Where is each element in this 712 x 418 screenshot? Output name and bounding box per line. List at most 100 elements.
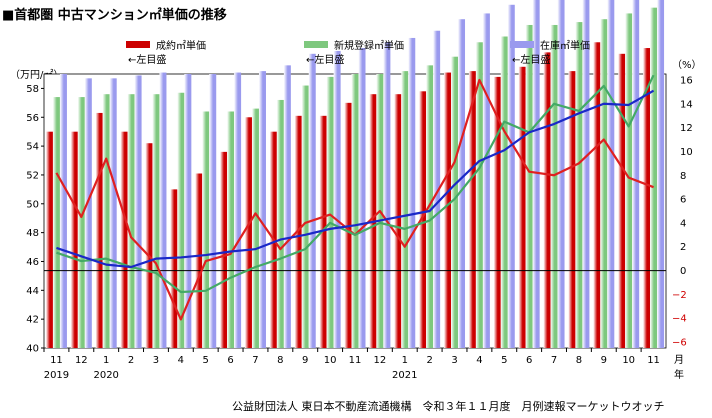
bar-2-20 <box>557 0 565 348</box>
year-label: 2019 <box>44 370 69 381</box>
right-tick-label: −2 <box>672 290 687 301</box>
x-tick-label: 3 <box>451 355 457 366</box>
right-tick-label: 8 <box>680 171 686 182</box>
bar-2-13 <box>383 42 391 349</box>
bar-0-2 <box>95 112 103 348</box>
bar-1-11 <box>326 76 334 348</box>
bar-2-15 <box>433 30 441 348</box>
right-tick-label: 10 <box>680 147 693 158</box>
bar-1-20 <box>550 24 558 349</box>
bar-1-19 <box>525 24 533 349</box>
bar-0-15 <box>419 91 427 348</box>
bar-2-22 <box>607 0 615 348</box>
x-tick-label: 4 <box>476 355 482 366</box>
bar-0-6 <box>195 173 203 348</box>
bar-2-17 <box>482 13 490 348</box>
source-note: 公益財団法人 東日本不動産流通機構 令和３年１１月度 月例速報マーケットウオッチ <box>232 400 665 413</box>
legend-swatch-1 <box>304 41 328 48</box>
bar-2-1 <box>84 78 92 348</box>
x-tick-label: 9 <box>601 355 607 366</box>
year-suffix: 年 <box>674 368 684 381</box>
x-tick-label: 6 <box>526 355 532 366</box>
left-tick-label: 54 <box>26 142 39 153</box>
x-tick-label: 2 <box>426 355 432 366</box>
bar-2-9 <box>283 65 291 349</box>
right-tick-label: −6 <box>672 338 687 349</box>
bar-0-14 <box>394 94 402 348</box>
left-tick-label: 46 <box>26 257 39 268</box>
line-series-2 <box>56 89 655 269</box>
bar-1-24 <box>650 7 658 349</box>
x-tick-label: 10 <box>622 355 635 366</box>
x-tick-label: 9 <box>302 355 308 366</box>
left-tick-label: 50 <box>26 199 39 210</box>
left-tick-label: 58 <box>26 84 39 95</box>
right-tick-label: 4 <box>680 218 686 229</box>
right-tick-label: 14 <box>680 99 693 110</box>
bar-2-11 <box>333 50 341 348</box>
bar-2-8 <box>258 71 266 349</box>
bar-0-4 <box>145 143 153 348</box>
legend-swatch-0 <box>126 41 150 48</box>
bar-2-18 <box>507 4 515 348</box>
bar-2-6 <box>209 74 217 348</box>
bar-1-4 <box>152 94 160 348</box>
legend-sub-1: ←左目盛 <box>306 53 344 66</box>
bar-2-7 <box>234 72 242 348</box>
x-tick-label: 8 <box>277 355 283 366</box>
x-tick-label: 12 <box>75 355 88 366</box>
bar-1-17 <box>475 42 483 349</box>
right-tick-label: 6 <box>680 195 686 206</box>
bar-1-12 <box>351 74 359 348</box>
right-tick-label: −4 <box>672 314 687 325</box>
x-tick-label: 6 <box>227 355 233 366</box>
bar-0-21 <box>568 71 576 349</box>
bar-1-10 <box>301 85 309 349</box>
legend-sub-0: ←左目盛 <box>128 53 166 66</box>
bar-1-1 <box>77 97 85 348</box>
legend-sub-2: ←左目盛 <box>512 53 550 66</box>
year-label: 2021 <box>392 370 417 381</box>
bar-1-0 <box>52 97 60 348</box>
x-tick-label: 4 <box>178 355 184 366</box>
bar-1-14 <box>401 71 409 349</box>
bar-0-17 <box>468 71 476 349</box>
bar-0-18 <box>493 76 501 348</box>
bar-2-3 <box>134 75 142 348</box>
x-tick-label: 12 <box>374 355 387 366</box>
bar-0-16 <box>444 72 452 348</box>
year-label: 2020 <box>93 370 118 381</box>
bar-1-5 <box>177 92 185 348</box>
month-suffix: 月 <box>674 354 684 366</box>
bar-2-16 <box>458 19 466 348</box>
bar-2-19 <box>532 0 540 349</box>
x-tick-label: 2 <box>128 355 134 366</box>
bar-2-4 <box>159 72 167 348</box>
x-tick-label: 7 <box>252 355 258 366</box>
x-tick-label: 3 <box>153 355 159 366</box>
x-tick-label: 1 <box>402 355 408 366</box>
x-tick-label: 7 <box>551 355 557 366</box>
left-tick-label: 40 <box>26 344 39 355</box>
bar-2-0 <box>59 74 67 348</box>
x-tick-label: 11 <box>647 355 660 366</box>
legend-label-2: 在庫㎡単価 <box>540 39 590 52</box>
bar-2-5 <box>184 74 192 348</box>
left-tick-label: 52 <box>26 170 39 181</box>
bar-0-23 <box>618 53 626 349</box>
bar-2-14 <box>408 37 416 349</box>
bar-1-23 <box>625 13 633 348</box>
right-tick-label: 2 <box>680 242 686 253</box>
legend-label-1: 新規登録㎡単価 <box>334 39 404 52</box>
bar-1-8 <box>251 108 259 348</box>
bar-0-8 <box>244 117 252 349</box>
bar-1-18 <box>500 36 508 349</box>
bar-0-0 <box>45 131 53 348</box>
x-tick-label: 11 <box>50 355 63 366</box>
bar-1-2 <box>102 94 110 348</box>
left-tick-label: 44 <box>26 286 39 297</box>
x-tick-label: 10 <box>324 355 337 366</box>
bar-1-7 <box>227 111 235 348</box>
right-tick-label: 12 <box>680 123 693 134</box>
